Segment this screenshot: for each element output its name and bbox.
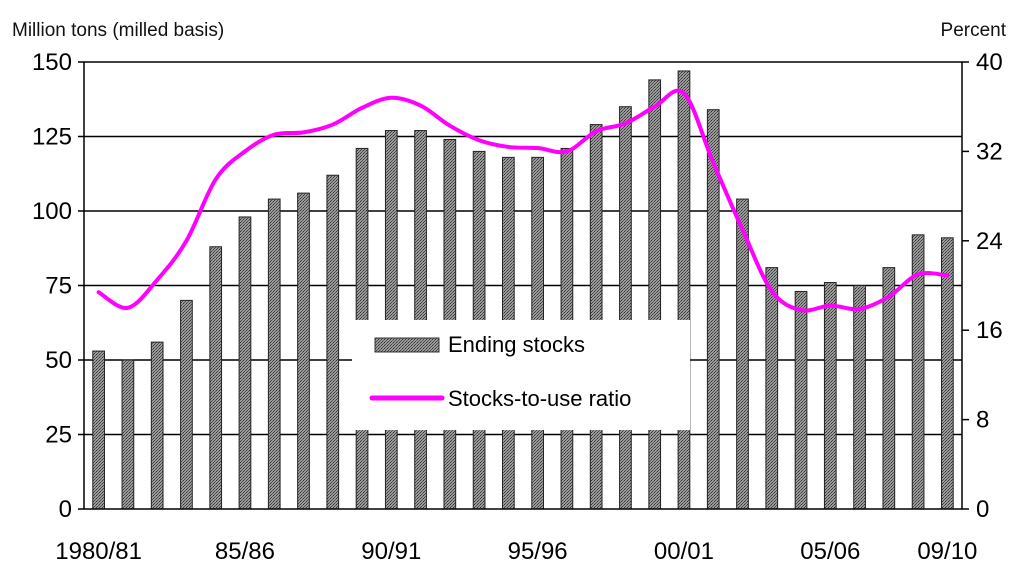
left-tick-label: 50 — [45, 347, 72, 374]
bar — [92, 350, 105, 510]
left-tick-label: 75 — [45, 273, 72, 300]
x-tick-label: 09/10 — [917, 538, 977, 563]
bar — [648, 79, 662, 510]
right-axis-title: Percent — [941, 20, 1007, 41]
right-tick-label: 0 — [976, 496, 989, 523]
legend-label-ratio: Stocks-to-use ratio — [448, 386, 631, 411]
bar — [209, 246, 223, 510]
bar — [267, 198, 281, 510]
bar — [326, 174, 340, 510]
bar — [765, 267, 779, 510]
left-tick-label: 125 — [32, 124, 72, 151]
legend-label-ending-stocks: Ending stocks — [448, 332, 585, 357]
legend: Ending stocks Stocks-to-use ratio — [352, 320, 690, 430]
x-axis-ticks: 1980/81 85/86 90/91 95/96 00/01 05/06 09/10 — [55, 538, 977, 563]
bar — [238, 216, 252, 510]
left-tick-label: 150 — [32, 49, 72, 76]
bar — [121, 359, 135, 510]
x-tick-label: 90/91 — [361, 538, 421, 563]
bar — [384, 130, 398, 510]
left-axis-ticks: 0 25 50 75 100 125 150 — [32, 49, 84, 523]
axes — [83, 62, 963, 510]
left-tick-label: 25 — [45, 422, 72, 449]
left-axis-title: Million tons (milled basis) — [12, 20, 224, 41]
right-tick-label: 8 — [976, 407, 989, 434]
x-tick-label: 1980/81 — [55, 538, 142, 563]
bar — [882, 267, 896, 510]
bar — [619, 106, 632, 510]
ratio-line-layer — [96, 88, 950, 313]
right-tick-label: 32 — [976, 138, 1003, 165]
bar — [736, 198, 749, 510]
bar — [853, 285, 866, 510]
ratio-line — [96, 88, 950, 313]
legend-swatch-ending-stocks — [374, 337, 440, 353]
bar — [414, 130, 427, 510]
bar — [794, 290, 808, 510]
bar — [941, 237, 954, 510]
left-tick-label: 100 — [32, 198, 72, 225]
right-axis-ticks: 0 8 16 24 32 40 — [962, 49, 1003, 523]
bar — [150, 341, 164, 510]
bar — [823, 282, 837, 510]
right-tick-label: 16 — [976, 317, 1003, 344]
x-tick-label: 95/96 — [508, 538, 568, 563]
right-tick-label: 24 — [976, 228, 1003, 255]
bar — [180, 299, 193, 510]
bar — [589, 124, 603, 510]
gridlines — [84, 61, 962, 436]
bar — [677, 70, 691, 510]
x-tick-label: 85/86 — [215, 538, 275, 563]
x-tick-label: 00/01 — [654, 538, 714, 563]
left-tick-label: 0 — [59, 496, 72, 523]
right-tick-label: 40 — [976, 49, 1003, 76]
x-tick-label: 05/06 — [800, 538, 860, 563]
bar — [297, 192, 310, 510]
